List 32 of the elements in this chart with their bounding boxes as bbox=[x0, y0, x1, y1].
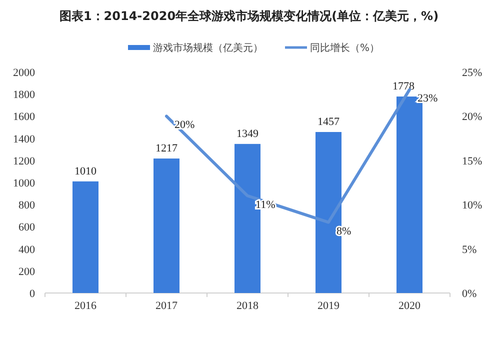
y-tick-label: 2000 bbox=[13, 67, 36, 79]
y-tick-label: 1000 bbox=[13, 178, 36, 190]
y-tick-label: 800 bbox=[18, 200, 36, 212]
x-tick-label: 2016 bbox=[74, 300, 97, 312]
y-tick-label: 600 bbox=[18, 222, 36, 234]
legend-label: 同比增长（%） bbox=[310, 42, 380, 54]
bar bbox=[154, 158, 180, 293]
x-tick-label: 2019 bbox=[318, 300, 340, 312]
y2-tick-label: 15% bbox=[462, 155, 482, 168]
y-tick-label: 400 bbox=[18, 244, 36, 256]
y-tick-label: 1600 bbox=[13, 111, 36, 124]
y-tick-label: 200 bbox=[18, 266, 36, 278]
y2-tick-label: 20% bbox=[462, 111, 482, 124]
y-tick-label: 1400 bbox=[13, 133, 36, 146]
y-tick-label: 0 bbox=[30, 288, 36, 300]
y-tick-label: 1200 bbox=[13, 155, 36, 168]
y-tick-label: 1800 bbox=[13, 89, 36, 102]
bar bbox=[72, 181, 98, 293]
y2-tick-label: 5% bbox=[462, 244, 477, 256]
data-label: 1457 bbox=[318, 116, 340, 128]
legend-label: 游戏市场规模（亿美元） bbox=[153, 42, 263, 54]
data-label: 1778 bbox=[392, 80, 415, 93]
data-label: 1217 bbox=[156, 142, 178, 155]
x-tick-label: 2020 bbox=[398, 300, 421, 312]
y2-tick-label: 10% bbox=[462, 200, 482, 212]
chart-title: 图表1：2014-2020年全球游戏市场规模变化情况(单位：亿美元，%) bbox=[59, 9, 439, 23]
data-label: 1349 bbox=[236, 128, 259, 140]
y2-tick-label: 25% bbox=[462, 67, 482, 79]
x-tick-label: 2018 bbox=[236, 300, 259, 312]
x-tick-label: 2017 bbox=[156, 300, 178, 312]
data-label: 1010 bbox=[74, 165, 97, 178]
y2-tick-label: 0% bbox=[462, 288, 477, 300]
